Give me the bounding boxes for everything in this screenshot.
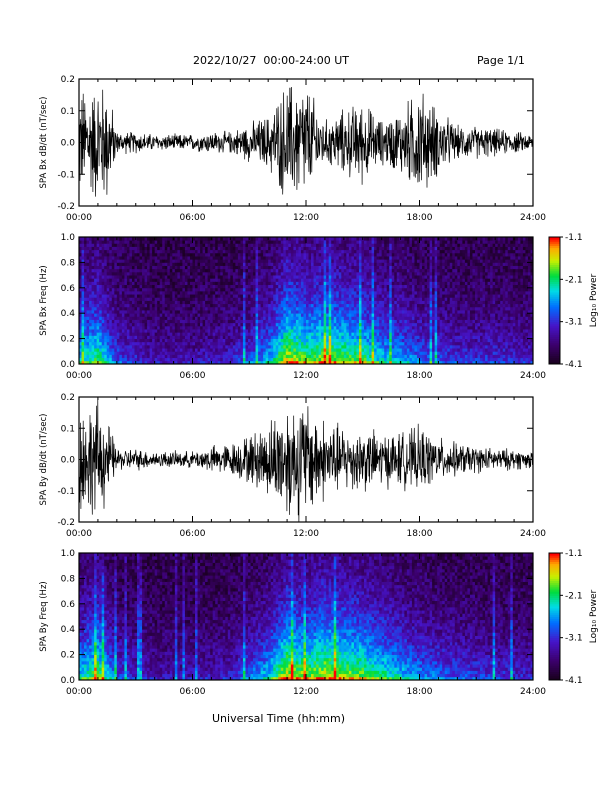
page-title: 2022/10/27 00:00-24:00 UT [193, 54, 350, 67]
dbdt-trace [79, 398, 533, 522]
y-axis-label: SPA By dB/dt (nT/sec) [39, 414, 49, 506]
colorbar-frame [548, 552, 561, 681]
x-tick-label: 00:00 [66, 529, 92, 539]
x-tick-label: 18:00 [407, 371, 433, 381]
y-tick-label: -0.2 [57, 202, 75, 212]
x-tick-label: 06:00 [180, 687, 206, 697]
x-tick-label: 12:00 [293, 213, 319, 223]
y-tick-label: -0.2 [57, 518, 75, 528]
colorbar-label: Log₁₀ Power [589, 590, 599, 644]
y-tick-label: 0.0 [61, 139, 76, 149]
y-tick-label: 0.8 [61, 574, 76, 584]
x-tick-label: 24:00 [520, 213, 546, 223]
colorbar-tick-label: -2.1 [565, 591, 583, 601]
colorbar-tick-label: -1.1 [565, 549, 583, 559]
dbdt-trace [79, 87, 533, 197]
y-tick-label: -0.1 [57, 487, 75, 497]
y-axis-label: SPA Bx Freq (Hz) [39, 265, 49, 335]
x-tick-label: 00:00 [66, 687, 92, 697]
x-tick-label: 06:00 [180, 213, 206, 223]
y-tick-label: 0.1 [61, 424, 75, 434]
x-tick-label: 00:00 [66, 371, 92, 381]
y-tick-label: 0.2 [61, 393, 75, 403]
spectrogram [79, 553, 534, 681]
y-tick-label: 0.2 [61, 75, 75, 85]
x-tick-label: 24:00 [520, 371, 546, 381]
colorbar-tick-label: -4.1 [565, 676, 583, 686]
y-tick-label: -0.1 [57, 170, 75, 180]
x-tick-label: 18:00 [407, 213, 433, 223]
y-tick-label: 0.0 [61, 360, 76, 370]
colorbar-tick-label: -2.1 [565, 275, 583, 285]
y-tick-label: 0.4 [61, 309, 76, 319]
x-tick-label: 18:00 [407, 687, 433, 697]
x-tick-label: 06:00 [180, 371, 206, 381]
x-tick-label: 24:00 [520, 687, 546, 697]
page-number: Page 1/1 [477, 54, 525, 67]
y-tick-label: 0.0 [61, 676, 76, 686]
y-tick-label: 0.1 [61, 107, 75, 117]
x-tick-label: 18:00 [407, 529, 433, 539]
colorbar [548, 236, 563, 365]
colorbar-tick-label: -3.1 [565, 634, 583, 644]
y-tick-label: 0.8 [61, 258, 76, 268]
x-tick-label: 06:00 [180, 529, 206, 539]
x-tick-label: 12:00 [293, 529, 319, 539]
x-tick-label: 24:00 [520, 529, 546, 539]
panel-1 [78, 78, 534, 207]
y-tick-label: 0.2 [61, 651, 75, 661]
y-tick-label: 0.6 [61, 600, 76, 610]
x-tick-label: 12:00 [293, 371, 319, 381]
x-axis-title: Universal Time (hh:mm) [212, 712, 345, 725]
colorbar-label: Log₁₀ Power [589, 274, 599, 328]
y-tick-label: 1.0 [61, 549, 76, 559]
panel-2 [78, 236, 563, 365]
x-tick-label: 00:00 [66, 213, 92, 223]
panel-3 [78, 396, 534, 523]
y-tick-label: 0.4 [61, 625, 76, 635]
colorbar-frame [548, 236, 561, 365]
colorbar-tick-label: -3.1 [565, 318, 583, 328]
y-axis-label: SPA Bx dB/dt (nT/sec) [39, 97, 49, 189]
y-tick-label: 0.0 [61, 456, 76, 466]
colorbar [548, 552, 563, 681]
y-axis-label: SPA By Freq (Hz) [39, 581, 49, 651]
colorbar-tick-label: -4.1 [565, 360, 583, 370]
panel-4 [78, 552, 563, 681]
y-tick-label: 0.6 [61, 284, 76, 294]
y-tick-label: 0.2 [61, 335, 75, 345]
colorbar-tick-label: -1.1 [565, 233, 583, 243]
x-tick-label: 12:00 [293, 687, 319, 697]
y-tick-label: 1.0 [61, 233, 76, 243]
spectrogram [79, 237, 534, 365]
